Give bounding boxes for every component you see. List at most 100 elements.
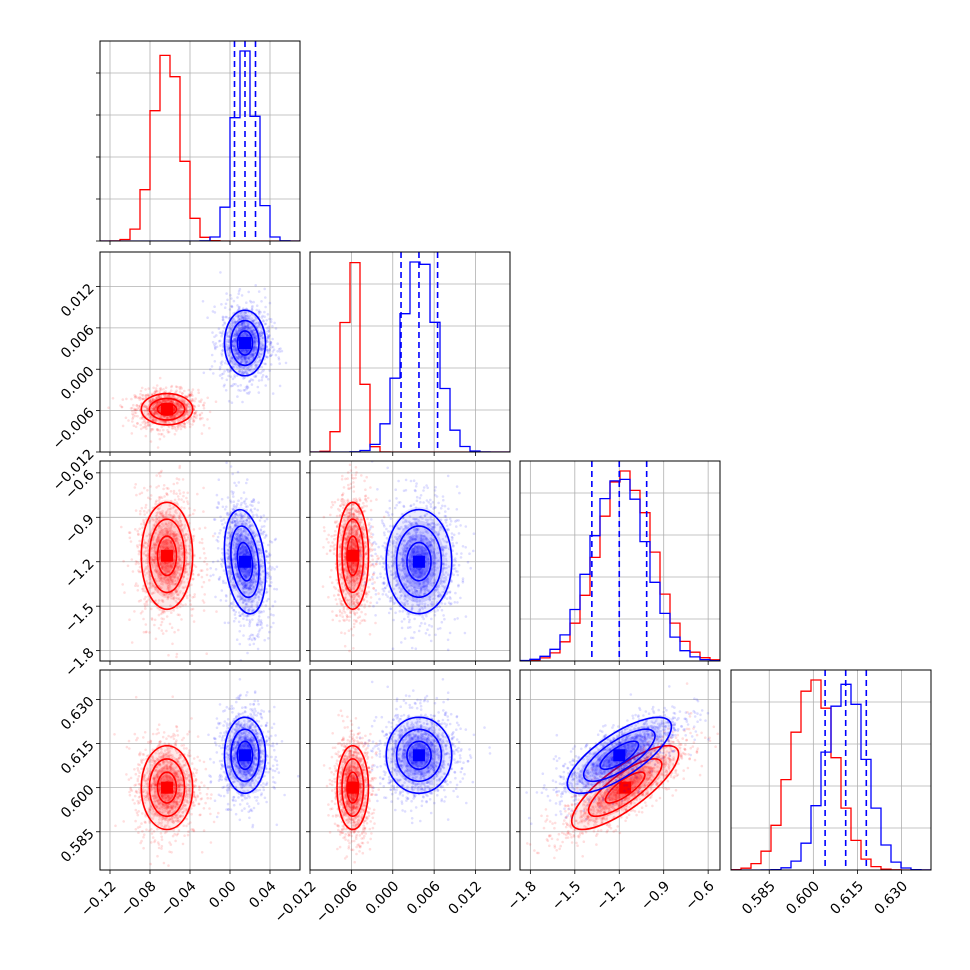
x-tick-label: −1.5 [549,878,584,913]
y-tick-label: 0.012 [58,281,98,321]
x-tick-label: −0.9 [638,878,673,913]
contour-1-0 [236,330,254,356]
contour-0-2 [336,744,370,831]
contour-0-1 [341,518,365,594]
x-tick-label: −0.6 [682,878,717,913]
contour-1-2 [223,309,267,377]
contour-1-2 [385,508,453,615]
panel-2-2 [519,460,721,665]
x-tick-label: 0.006 [404,878,444,918]
panel-content [310,252,510,452]
contour-1-2 [566,716,673,795]
histogram-series-1 [100,50,300,241]
x-tick-label: 0.600 [783,878,823,918]
density-peak-1 [239,337,251,350]
contour-0-2 [336,501,370,611]
panel-content [100,41,300,241]
panel-content [520,461,720,661]
x-tick-label: 0.00 [206,878,239,911]
grid [731,670,931,870]
contour-1-1 [230,525,260,599]
x-tick-label: 0.04 [246,878,279,911]
x-tick-label: 0.585 [739,878,779,918]
contour-0-2 [140,744,194,831]
x-tick-label: −0.12 [78,878,120,920]
contour-0-1 [148,397,186,421]
panel-frame [99,669,301,871]
contour-1-0 [236,740,254,771]
contour-1-0 [406,541,432,582]
y-tick-label: −0.006 [50,405,98,453]
panel-frame [99,40,301,242]
density-peak-0 [161,403,173,416]
density-peak-1 [613,749,626,762]
contour-1-2 [223,716,267,795]
y-tick-label: −1.8 [62,645,97,680]
contour-0-0 [156,402,178,416]
contour-0-2 [140,501,194,611]
x-tick-label: 0.000 [363,878,403,918]
density-peak-0 [161,781,173,794]
panel-frame [99,251,301,453]
contour-0-0 [604,771,646,804]
y-tick-label: 0.615 [58,738,98,778]
contour-1-2 [385,716,453,795]
contour-0-0 [156,771,178,804]
panel-content [107,271,288,449]
histogram-series-1 [731,683,931,870]
panel-0-0 [96,40,301,245]
x-tick-label: −0.006 [313,878,361,926]
grid [310,461,510,661]
y-tick-label: 0.000 [58,364,98,404]
panel-content [321,461,476,653]
y-tick-label: −1.2 [62,556,97,591]
x-tick-label: −0.04 [158,878,200,920]
x-tick-label: −0.08 [118,878,160,920]
panel-frame [519,460,721,662]
panel-2-0 [96,460,301,665]
panel-frame [309,251,511,453]
grid [310,670,510,870]
contour-0-2 [570,744,680,831]
panel-2-1 [306,460,511,665]
contour-0-0 [346,535,360,577]
y-tick-label: 0.006 [58,322,98,362]
contour-0-0 [156,535,178,577]
y-tick-label: 0.600 [58,782,98,822]
panel-1-0 [96,251,301,456]
grid [100,670,300,870]
panel-3-0 [96,669,301,874]
density-peak-1 [239,749,251,762]
grid [100,252,300,452]
grid [100,41,300,241]
contour-1-1 [230,319,260,367]
panel-content [113,678,300,867]
y-tick-label: 0.585 [58,826,98,866]
x-tick-label: 0.630 [872,878,912,918]
grid [520,670,720,870]
density-peak-0 [161,549,173,562]
density-peak-1 [412,749,425,762]
panel-frame [730,669,932,871]
contour-1-0 [236,541,254,582]
y-tick-label: 0.630 [58,694,98,734]
panel-3-2 [516,669,721,874]
x-tick-label: −0.012 [272,878,320,926]
density-peak-1 [239,555,251,568]
contour-1-1 [395,728,443,783]
y-tick-label: −0.9 [62,512,97,547]
contour-0-1 [148,518,186,594]
contour-0-1 [587,758,663,818]
contour-0-1 [148,758,186,818]
density-peak-0 [619,781,632,794]
histogram-series-0 [731,679,931,870]
density-peak-0 [346,549,359,562]
density-peak-0 [346,781,359,794]
histogram-series-1 [520,478,720,661]
grid [100,461,300,661]
contour-1-1 [395,525,443,599]
y-tick-label: −1.5 [62,601,97,636]
panel-frame [519,669,721,871]
contour-0-0 [346,771,360,804]
contour-1-1 [582,728,656,783]
